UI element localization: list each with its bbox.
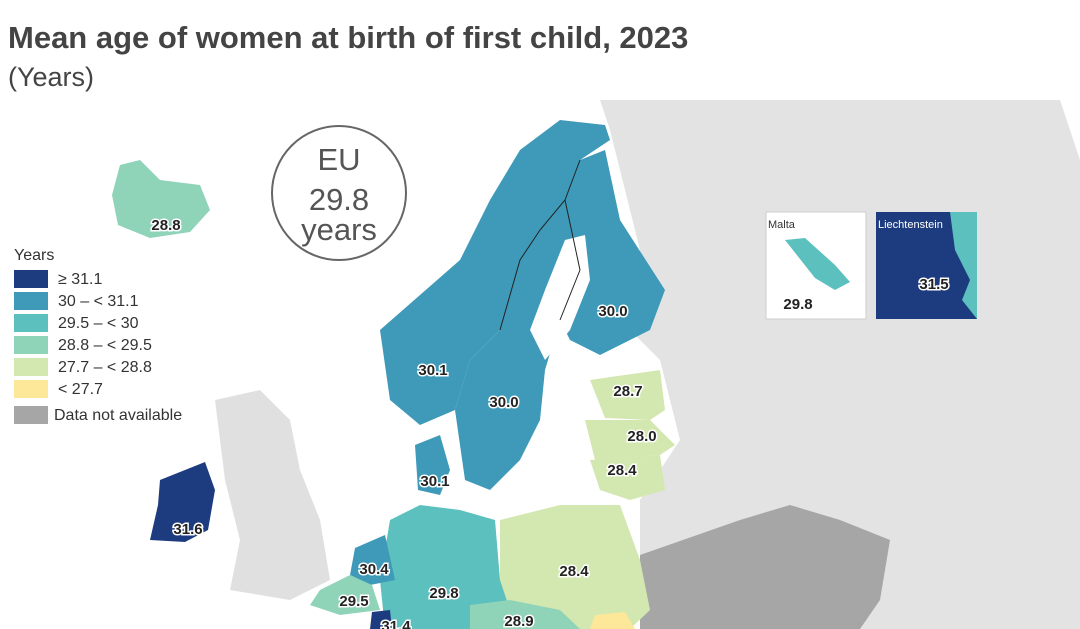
map-value-label: 28.4 [559,563,589,580]
legend-swatch [14,336,48,354]
legend-label: ≥ 31.1 [58,271,102,288]
map-value-label: 28.0 [627,428,656,445]
subtitle: (Years) [8,62,94,92]
legend-label: 27.7 – < 28.8 [58,359,152,376]
eu-badge-text: years [301,212,377,247]
eu-badge [271,125,407,261]
legend-swatch [14,380,48,398]
legend-label: < 27.7 [58,381,103,398]
border [559,199,581,321]
inset-value: 29.8 [783,296,812,313]
inset-title: Liechtenstein [878,219,943,231]
map-value-label: 29.5 [339,593,368,610]
no-data-region [640,505,890,629]
region-shape [560,150,665,355]
region-shape [590,455,665,500]
map-value-label: 30.0 [489,394,518,411]
inset-shape [876,212,977,319]
region-shape [470,600,580,629]
map-value-label: 30.1 [418,362,447,379]
border [499,159,581,331]
region-shape [380,505,510,629]
eu-badge-text: 29.8 [309,182,369,217]
map-value-label: 28.4 [607,462,637,479]
region-shape [500,505,650,629]
legend-swatch [14,292,48,310]
eu-badge-text: EU [317,142,360,177]
title: Mean age of women at birth of first chil… [8,20,688,55]
region-shape [415,435,450,495]
region-shape [350,535,395,585]
map-value-label: 28.9 [504,613,533,629]
legend-swatch [14,406,48,424]
map-value-label: 28.7 [613,383,642,400]
region-shape [112,160,210,238]
legend-title: Years [14,247,54,264]
region-shape [150,462,215,542]
region-shape [310,575,380,615]
gulf [530,235,590,360]
region-shape [585,420,675,460]
map-value-label: 30.1 [420,473,449,490]
map-value-label: 29.8 [429,585,458,602]
inset-shape [785,238,850,290]
legend-swatch [14,358,48,376]
legend-swatch [14,270,48,288]
britain [215,390,330,600]
map-value-label: 31.4 [381,618,411,629]
map-value-label: 30.0 [598,303,627,320]
region-shape [455,200,580,490]
region-shape [590,370,665,420]
map-value-label: 31.6 [173,521,202,538]
map-value-label: 28.8 [151,217,180,234]
inset-title: Malta [768,219,796,231]
legend-label: Data not available [54,407,182,424]
legend-label: 28.8 – < 29.5 [58,337,152,354]
region-shape [590,612,635,629]
inset-value: 31.5 [919,276,948,293]
region-shape [380,120,610,425]
region-shape [370,610,392,629]
legend-swatch [14,314,48,332]
legend-label: 29.5 – < 30 [58,315,139,332]
map-value-label: 30.4 [359,561,389,578]
legend-label: 30 – < 31.1 [58,293,139,310]
